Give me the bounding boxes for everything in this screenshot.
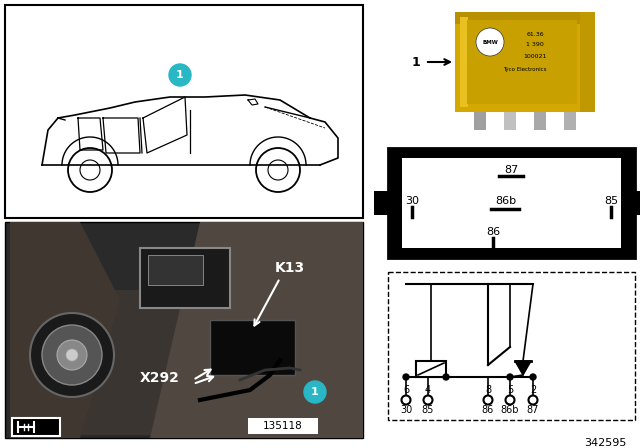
Text: 30: 30 [405, 196, 419, 206]
Text: 85: 85 [604, 196, 618, 206]
Text: 86: 86 [482, 405, 494, 415]
Text: BMW: BMW [482, 39, 498, 44]
Circle shape [403, 374, 409, 380]
Circle shape [169, 64, 191, 86]
Bar [248, 418, 318, 434]
Text: 86b: 86b [495, 196, 516, 206]
Text: 1 390: 1 390 [526, 43, 544, 47]
Circle shape [30, 313, 114, 397]
Bar [474, 112, 486, 130]
Bar [504, 112, 516, 130]
Bar [416, 361, 446, 377]
Text: 4: 4 [425, 385, 431, 395]
Bar [5, 5, 363, 218]
Polygon shape [150, 222, 363, 438]
Bar [467, 20, 577, 104]
Text: 86b: 86b [500, 405, 519, 415]
Bar [388, 148, 635, 258]
Text: 1: 1 [311, 387, 319, 397]
Polygon shape [10, 222, 120, 438]
Circle shape [443, 374, 449, 380]
Circle shape [304, 381, 326, 403]
Bar [5, 222, 363, 438]
Circle shape [42, 325, 102, 385]
Bar [534, 112, 546, 130]
Text: 61.36: 61.36 [526, 31, 544, 36]
Text: 85: 85 [422, 405, 434, 415]
Text: 86: 86 [486, 227, 500, 237]
Text: 1: 1 [176, 70, 184, 80]
Bar [564, 112, 576, 130]
Bar [580, 12, 595, 112]
Polygon shape [515, 361, 531, 375]
Text: 5: 5 [507, 385, 513, 395]
Text: K13: K13 [275, 261, 305, 275]
Text: 87: 87 [504, 165, 518, 175]
Text: 342595: 342595 [584, 438, 626, 448]
Circle shape [57, 340, 87, 370]
Text: 87: 87 [527, 405, 539, 415]
Text: 135118: 135118 [263, 421, 303, 431]
Circle shape [507, 374, 513, 380]
Bar [635, 191, 640, 215]
Circle shape [476, 28, 504, 56]
Circle shape [530, 374, 536, 380]
Text: Tyco Electronics: Tyco Electronics [503, 68, 547, 73]
Bar [140, 248, 230, 308]
Bar [10, 290, 358, 435]
Bar [402, 158, 621, 248]
Bar [210, 320, 295, 375]
Text: 1: 1 [412, 56, 420, 69]
Bar [148, 255, 203, 285]
Bar [12, 418, 60, 436]
Text: X292: X292 [140, 371, 180, 385]
Bar [455, 12, 595, 24]
Bar [388, 272, 635, 420]
Text: 8: 8 [485, 385, 491, 395]
Bar [374, 191, 388, 215]
Circle shape [66, 349, 78, 361]
Text: 100021: 100021 [524, 53, 547, 59]
Bar [455, 12, 595, 112]
Text: 30: 30 [400, 405, 412, 415]
Text: 2: 2 [530, 385, 536, 395]
Text: 6: 6 [403, 385, 409, 395]
Bar [460, 17, 468, 107]
